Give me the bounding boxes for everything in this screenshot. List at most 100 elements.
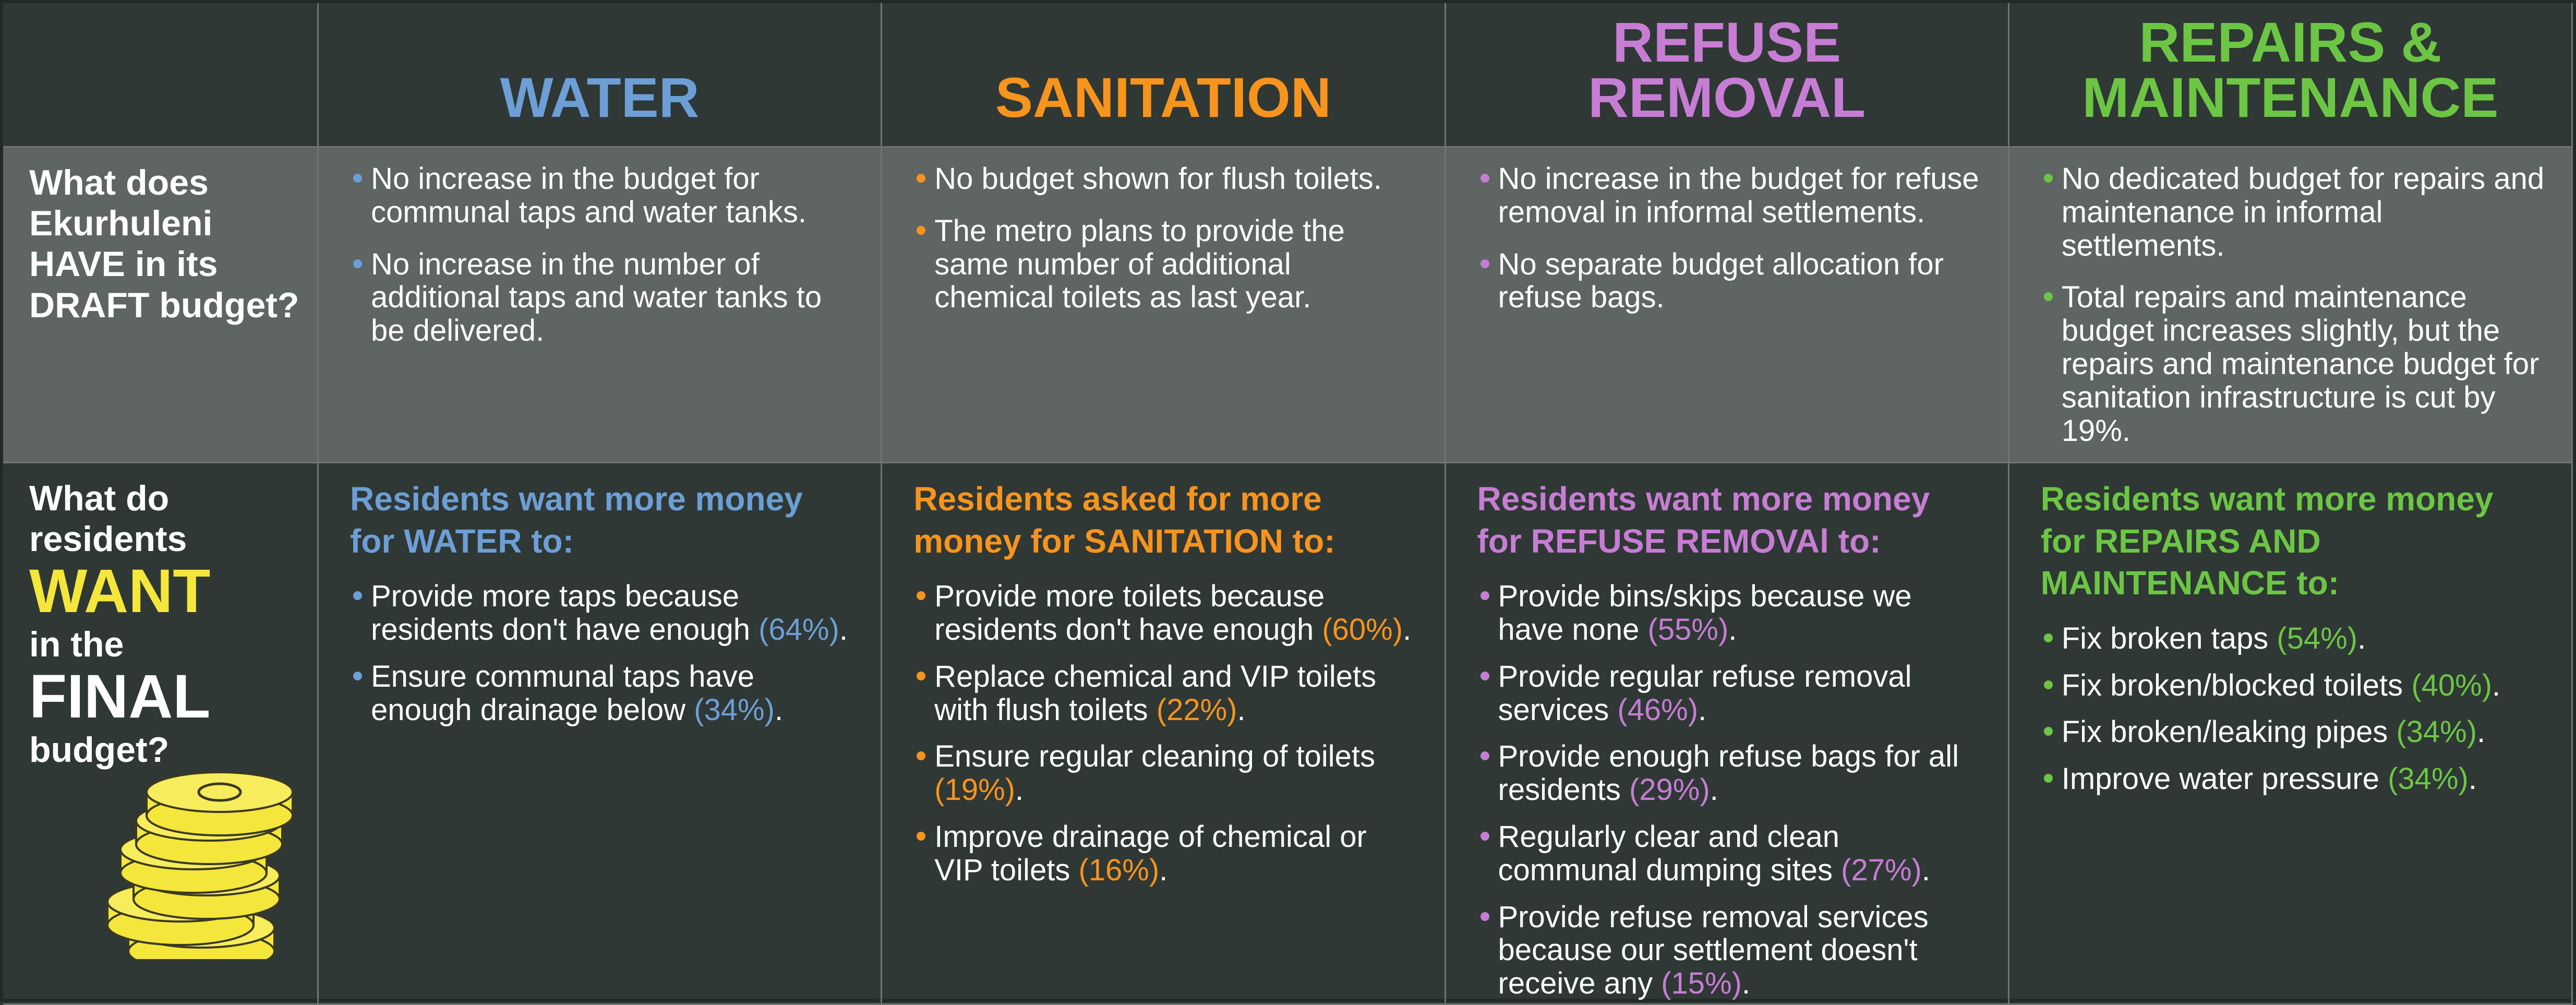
label-line: residents	[29, 519, 307, 559]
punctuation: .	[1710, 773, 1718, 807]
bullet-list: Provide more toilets because residents d…	[913, 580, 1418, 887]
want-heading: Residents want more money for REFUSE REM…	[1477, 478, 1982, 562]
bullet: Provide regular refuse removal services …	[1477, 660, 1982, 727]
punctuation: .	[1015, 773, 1024, 807]
corner-cell	[3, 3, 319, 148]
label-line: in the	[29, 624, 307, 665]
label-line: HAVE in its	[29, 244, 307, 284]
bullet-text: Fix broken/blocked toilets	[2062, 668, 2403, 702]
punctuation: .	[839, 613, 848, 647]
punctuation: .	[1922, 853, 1930, 887]
percent: (64%)	[759, 613, 839, 647]
bullet: The metro plans to provide the same numb…	[913, 214, 1418, 314]
have-cell: No increase in the budget for communal t…	[319, 148, 882, 463]
bullet: No budget shown for flush toilets.	[913, 162, 1418, 196]
punctuation: .	[1742, 966, 1750, 1000]
percent: (60%)	[1322, 613, 1403, 647]
have-cell: No budget shown for flush toilets. The me…	[882, 148, 1446, 463]
percent: (34%)	[2388, 762, 2469, 796]
have-cell: No dedicated budget for repairs and main…	[2009, 148, 2573, 463]
bullet-text: Regularly clear and clean communal dumpi…	[1498, 820, 1839, 887]
bullet: No increase in the budget for communal t…	[350, 162, 854, 229]
bullet: Improve water pressure (34%).	[2041, 762, 2545, 796]
bullet: Regularly clear and clean communal dumpi…	[1477, 820, 1982, 887]
label-line: What does	[29, 162, 307, 203]
header-line: REMOVAL	[1588, 70, 1865, 125]
bullet-text: Replace chemical and VIP toilets with fl…	[934, 660, 1376, 727]
coins-icon	[102, 761, 300, 959]
header-line: MAINTENANCE	[2082, 70, 2498, 125]
header-line: WATER	[500, 70, 700, 125]
label-line: WANT	[29, 559, 307, 624]
want-cell: Residents want more money for REPAIRS AN…	[2009, 463, 2573, 1005]
bullet: No dedicated budget for repairs and main…	[2041, 162, 2545, 262]
bullet-text: Ensure regular cleaning of toilets	[934, 739, 1375, 773]
percent: (22%)	[1157, 693, 1237, 727]
header-line: REPAIRS &	[2139, 15, 2441, 70]
page: WATERSANITATIONREFUSEREMOVALREPAIRS &MAI…	[0, 0, 2576, 1002]
bullet: Fix broken taps (54%).	[2041, 622, 2545, 655]
bullet: No separate budget allocation for refuse…	[1477, 248, 1982, 315]
percent: (34%)	[694, 693, 775, 727]
bullet: No increase in the budget for refuse rem…	[1477, 162, 1982, 229]
column-header: WATER	[319, 3, 882, 148]
bullet-text: Provide enough refuse bags for all resid…	[1498, 739, 1959, 807]
bullet: Ensure communal taps have enough drainag…	[350, 660, 854, 727]
percent: (54%)	[2277, 621, 2357, 655]
percent: (15%)	[1661, 966, 1742, 1000]
label-line: FINAL	[29, 665, 307, 729]
punctuation: .	[2357, 621, 2366, 655]
punctuation: .	[2469, 762, 2477, 796]
want-heading: Residents want more money for REPAIRS AN…	[2041, 478, 2545, 604]
label-line: What do	[29, 478, 307, 519]
bullet-text: Provide more toilets because residents d…	[934, 579, 1325, 647]
percent: (40%)	[2411, 668, 2492, 702]
percent: (19%)	[934, 773, 1015, 807]
bullet-list: No increase in the budget for refuse rem…	[1477, 162, 1982, 314]
bullet-list: No increase in the budget for communal t…	[350, 162, 854, 348]
bullet: Replace chemical and VIP toilets with fl…	[913, 660, 1418, 727]
have-cell: No increase in the budget for refuse rem…	[1446, 148, 2009, 463]
bullet: Fix broken/leaking pipes (34%).	[2041, 715, 2545, 749]
punctuation: .	[1237, 693, 1246, 727]
punctuation: .	[1403, 613, 1411, 647]
bullet-list: Fix broken taps (54%). Fix broken/blocked…	[2041, 622, 2545, 796]
percent: (29%)	[1629, 773, 1710, 807]
header-line: SANITATION	[995, 70, 1331, 125]
bullet-list: No budget shown for flush toilets. The me…	[913, 162, 1418, 314]
want-cell: Residents want more money for WATER to: P…	[319, 463, 882, 1005]
punctuation: .	[775, 693, 783, 727]
bullet: Total repairs and maintenance budget inc…	[2041, 281, 2545, 447]
bullet-text: Fix broken taps	[2062, 621, 2269, 655]
bullet: Provide refuse removal services because …	[1477, 901, 1982, 1000]
percent: (55%)	[1648, 613, 1729, 647]
want-cell: Residents want more money for REFUSE REM…	[1446, 463, 2009, 1005]
table: WATERSANITATIONREFUSEREMOVALREPAIRS &MAI…	[0, 0, 2576, 1002]
bullet: No increase in the number of additional …	[350, 248, 854, 348]
bullet-list: No dedicated budget for repairs and main…	[2041, 162, 2545, 447]
bullet: Provide bins/skips because we have none …	[1477, 580, 1982, 647]
bullet-text: Fix broken/leaking pipes	[2062, 715, 2388, 749]
bullet: Provide enough refuse bags for all resid…	[1477, 740, 1982, 807]
bullet-list: Provide more taps because residents don'…	[350, 580, 854, 726]
bullet: Provide more taps because residents don'…	[350, 580, 854, 647]
punctuation: .	[1159, 853, 1167, 887]
punctuation: .	[2477, 715, 2485, 749]
bullet-list: Provide bins/skips because we have none …	[1477, 580, 1982, 1000]
header-line: REFUSE	[1612, 15, 1841, 70]
column-header: REPAIRS &MAINTENANCE	[2009, 3, 2573, 148]
bullet: Improve drainage of chemical or VIP toil…	[913, 820, 1418, 887]
bullet-text: Provide more taps because residents don'…	[371, 579, 750, 647]
label-line: DRAFT budget?	[29, 285, 307, 326]
want-heading: Residents want more money for WATER to:	[350, 478, 854, 562]
punctuation: .	[1698, 693, 1706, 727]
want-heading: Residents asked for more money for SANIT…	[913, 478, 1418, 562]
bullet: Provide more toilets because residents d…	[913, 580, 1418, 647]
bullet: Fix broken/blocked toilets (40%).	[2041, 669, 2545, 702]
label-line: Ekurhuleni	[29, 203, 307, 244]
percent: (16%)	[1078, 853, 1159, 887]
bullet: Ensure regular cleaning of toilets (19%)…	[913, 740, 1418, 807]
